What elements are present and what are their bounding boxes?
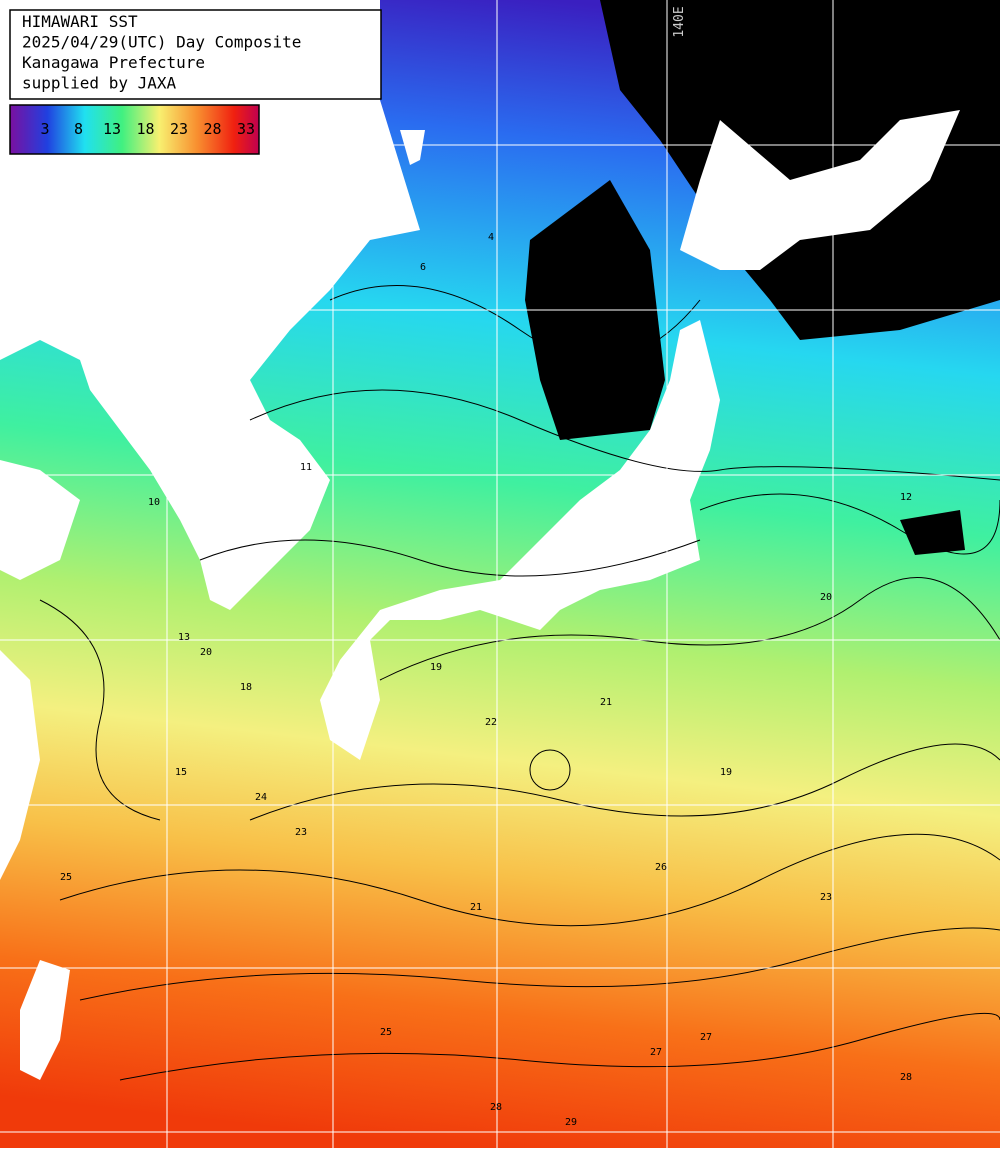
cloud (900, 510, 965, 555)
contour-label: 12 (900, 492, 912, 503)
contour-label: 19 (430, 662, 442, 673)
contour-label: 28 (900, 1072, 912, 1083)
contour-label: 24 (255, 792, 267, 803)
land (320, 320, 720, 760)
land (680, 110, 960, 270)
land (0, 460, 80, 580)
island (20, 960, 70, 1080)
colorbar-label: 18 (136, 120, 154, 138)
contour-label: 27 (700, 1032, 712, 1043)
contour-label: 6 (420, 262, 426, 273)
contour-label: 19 (720, 767, 732, 778)
contour-label: 26 (655, 862, 667, 873)
colorbar-label: 28 (203, 120, 221, 138)
contour-label: 25 (60, 872, 72, 883)
contours (39, 285, 1000, 1081)
longitude-label: 140E (672, 6, 687, 37)
contour-label: 25 (380, 1027, 392, 1038)
island (400, 130, 425, 165)
land (0, 650, 40, 880)
contour-label: 18 (240, 682, 252, 693)
contour-label: 11 (300, 462, 312, 473)
contour-label: 29 (565, 1117, 577, 1128)
header-line: Kanagawa Prefecture (22, 53, 205, 72)
contour-label: 23 (295, 827, 307, 838)
header-line: HIMAWARI SST (22, 12, 138, 31)
header-line: supplied by JAXA (22, 74, 176, 93)
colorbar-label: 8 (74, 120, 83, 138)
contour-label: 20 (200, 647, 212, 658)
header-box (9, 9, 382, 100)
contour-label: 21 (470, 902, 482, 913)
contour-label: 21 (600, 697, 612, 708)
contour-label: 13 (178, 632, 190, 643)
colorbar-label: 13 (103, 120, 121, 138)
cloud (600, 0, 1000, 340)
contour-label: 20 (820, 592, 832, 603)
contour-label: 10 (148, 497, 160, 508)
colorbar-label: 23 (170, 120, 188, 138)
contour-label: 28 (490, 1102, 502, 1113)
contour-label: 4 (488, 232, 494, 243)
contour-label: 27 (650, 1047, 662, 1058)
contour-label: 23 (820, 892, 832, 903)
colorbar-label: 33 (237, 120, 255, 138)
header-line: 2025/04/29(UTC) Day Composite (22, 33, 301, 52)
contour-label: 15 (175, 767, 187, 778)
colorbar (9, 104, 260, 155)
colorbar-label: 3 (40, 120, 49, 138)
contour-label: 22 (485, 717, 497, 728)
